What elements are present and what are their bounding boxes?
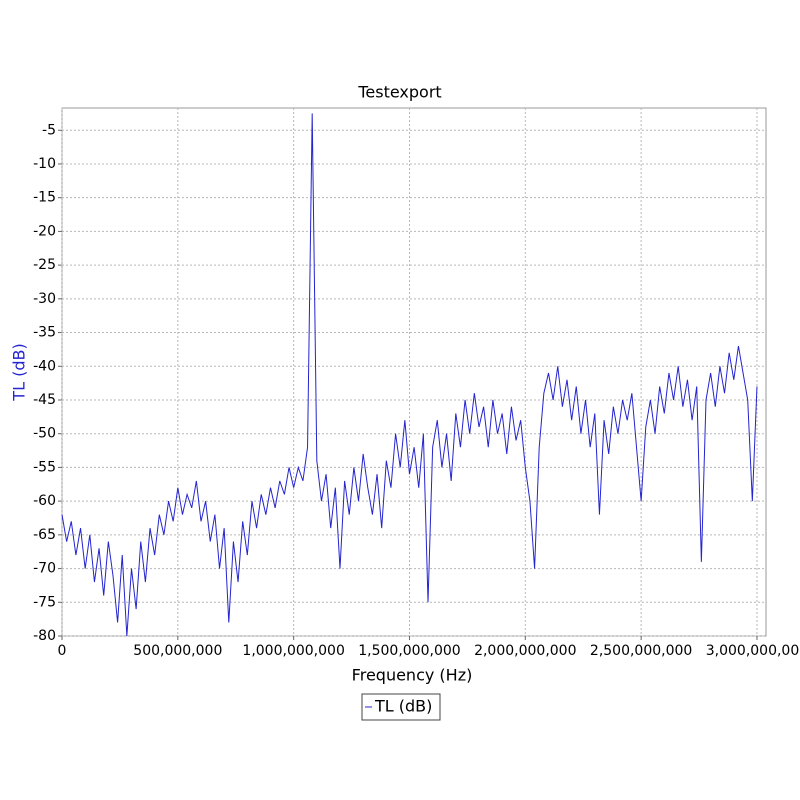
data-line <box>61 113 758 637</box>
y-tick-label: -15 <box>33 190 56 206</box>
y-tick-label: -40 <box>33 358 56 374</box>
y-tick-label: -80 <box>33 628 56 644</box>
x-tick-label: 3,000,000,000 <box>706 643 800 659</box>
x-tick-label: 0 <box>58 643 67 659</box>
y-tick-label: -70 <box>33 561 56 577</box>
y-tick-label: -5 <box>42 122 56 138</box>
y-tick-label: -35 <box>33 325 56 341</box>
x-tick-label: 500,000,000 <box>133 643 222 659</box>
y-tick-label: -25 <box>33 257 56 273</box>
y-tick-label: -50 <box>33 426 56 442</box>
chart-title: Testexport <box>357 83 441 102</box>
y-tick-label: -30 <box>33 291 56 307</box>
y-tick-label: -60 <box>33 493 56 509</box>
y-tick-label: -65 <box>33 527 56 543</box>
y-tick-label: -45 <box>33 392 56 408</box>
legend-box <box>361 693 441 721</box>
plot-area <box>61 107 767 637</box>
x-tick-label: 2,000,000,000 <box>474 643 576 659</box>
legend-label: TL (dB) <box>374 697 432 716</box>
y-axis-label: TL (dB) <box>10 343 29 401</box>
y-tick-label: -55 <box>33 459 56 475</box>
x-tick-label: 1,500,000,000 <box>358 643 460 659</box>
y-tick-label: -75 <box>33 594 56 610</box>
y-tick-label: -20 <box>33 223 56 239</box>
x-axis-label: Frequency (Hz) <box>352 666 473 685</box>
x-tick-label: 1,000,000,000 <box>242 643 344 659</box>
y-tick-label: -10 <box>33 156 56 172</box>
x-tick-label: 2,500,000,000 <box>590 643 692 659</box>
